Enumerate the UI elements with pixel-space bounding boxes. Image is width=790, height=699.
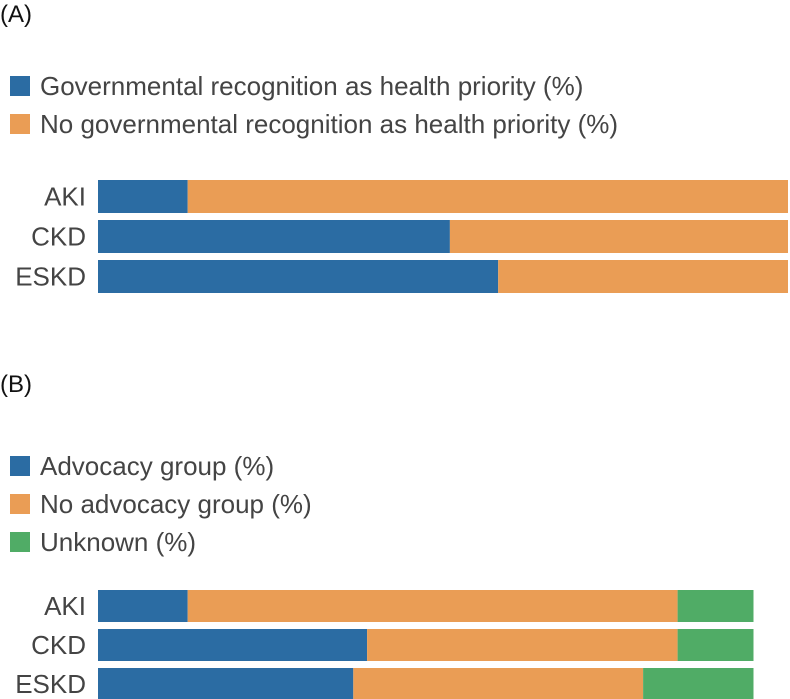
bar-segment — [677, 629, 754, 661]
panel-label: (B) — [0, 371, 32, 398]
bar-segment — [98, 629, 368, 661]
legend-label: Advocacy group (%) — [40, 451, 274, 481]
bar-segment — [98, 180, 188, 213]
panel-label: (A) — [0, 1, 32, 28]
bar-segment — [187, 180, 788, 213]
panel-b: (B) Advocacy group (%) No advocacy group (… — [0, 371, 754, 699]
category-label: AKI — [44, 591, 86, 621]
legend-swatch — [10, 532, 30, 552]
bar-segment — [367, 629, 678, 661]
bar-segment — [449, 220, 788, 253]
category-label: ESKD — [15, 669, 86, 699]
legend-label: Unknown (%) — [40, 527, 196, 557]
legend-label: No governmental recognition as health pr… — [40, 109, 618, 139]
legend-swatch — [10, 456, 30, 476]
bar-segment — [677, 590, 754, 622]
bar-segment — [498, 260, 788, 293]
bar-segment — [187, 590, 678, 622]
legend-label: No advocacy group (%) — [40, 489, 312, 519]
bar-segment — [353, 668, 644, 699]
legend-swatch — [10, 494, 30, 514]
bar-segment — [98, 260, 499, 293]
bar-segment — [98, 220, 450, 253]
legend-swatch — [10, 114, 30, 134]
legend-label: Governmental recognition as health prior… — [40, 71, 583, 101]
bar-segment — [98, 668, 354, 699]
bar-segment — [643, 668, 754, 699]
category-label: ESKD — [15, 262, 86, 292]
panel-a: (A) Governmental recognition as health pr… — [0, 1, 788, 293]
category-label: CKD — [31, 222, 86, 252]
category-label: CKD — [31, 630, 86, 660]
legend-swatch — [10, 76, 30, 96]
bar-segment — [98, 590, 188, 622]
category-label: AKI — [44, 182, 86, 212]
